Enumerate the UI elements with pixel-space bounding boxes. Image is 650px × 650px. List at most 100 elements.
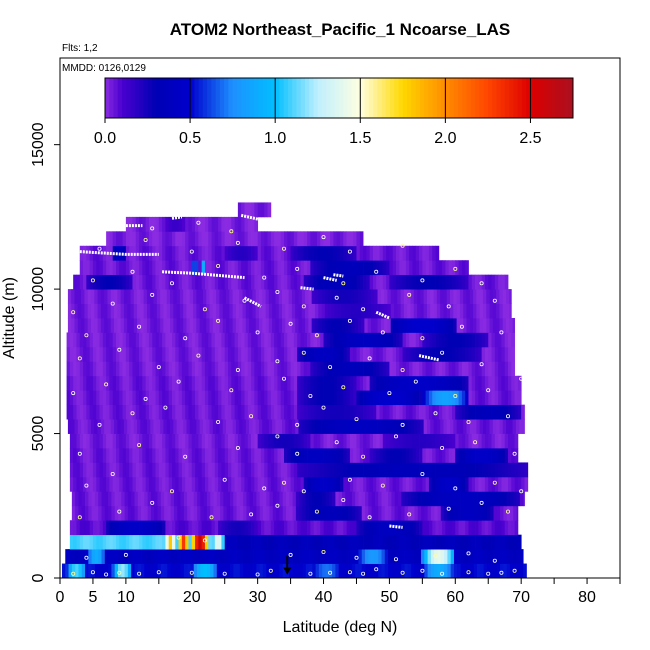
heatmap-cell [468,476,473,492]
heatmap-cell [216,303,220,319]
x-tick-label: 70 [512,589,530,606]
heatmap-cell [216,419,220,434]
heatmap-cell [262,563,267,579]
heatmap-cell [363,274,367,290]
heatmap-cell [478,448,483,463]
heatmap-cell [468,462,473,478]
heatmap-cell [295,303,299,319]
colorbar-segment [419,78,425,118]
sample-marker [466,551,471,556]
sample-marker [176,535,181,540]
heatmap-cell [483,549,488,564]
heatmap-cell [147,549,152,564]
heatmap-cell [397,419,402,434]
colorbar-segment [181,78,187,118]
heatmap-cell [211,433,216,449]
heatmap-cell [285,318,290,333]
heatmap-cell [357,289,362,304]
heatmap-cell [295,505,300,521]
heatmap-cell [467,549,471,564]
heatmap-cell [347,318,352,333]
heatmap-cell [94,505,99,521]
heatmap-cell [484,520,489,536]
sample-marker [466,570,471,575]
heatmap-cell [191,332,196,348]
heatmap-cell [254,202,259,218]
heatmap-cell [484,346,489,362]
heatmap-cell [129,462,133,478]
heatmap-cell [457,549,461,564]
heatmap-cell [320,245,324,261]
heatmap-cell [280,448,285,463]
heatmap-cell [469,318,474,333]
heatmap-cell [353,462,357,478]
heatmap-cell [158,433,163,449]
heatmap-cell [109,390,114,406]
heatmap-cell [392,245,397,261]
heatmap-cell [326,245,331,261]
heatmap-cell [396,404,400,420]
heatmap-cell [420,419,425,434]
heatmap-cell [191,520,196,536]
heatmap-cell [190,505,195,521]
heatmap-cell [274,361,278,377]
heatmap-cell [322,505,326,521]
sample-marker [84,555,89,560]
heatmap-cell [168,231,173,247]
heatmap-cell [519,549,524,564]
heatmap-cell [204,361,209,377]
heatmap-cell [168,332,173,348]
heatmap-cell [346,375,351,391]
heatmap-cell [307,375,311,391]
heatmap-cell [333,448,338,463]
colorbar-segment [313,78,319,118]
heatmap-cell [305,505,310,521]
heatmap-cell [129,534,133,550]
heatmap-cell [218,520,222,536]
heatmap-cell [244,520,249,536]
sample-marker [77,515,82,520]
heatmap-cell [486,491,491,507]
heatmap-cell [69,404,74,420]
heatmap-cell [75,563,79,579]
sample-marker [216,318,221,323]
heatmap-cell [461,346,466,362]
heatmap-cell [175,346,179,362]
colorbar-segment [113,78,119,118]
heatmap-cell [229,505,234,521]
heatmap-cell [514,448,519,463]
heatmap-cell [234,462,239,478]
heatmap-cell [249,303,253,319]
colorbar-segment [168,78,174,118]
colorbar-segment [470,78,476,118]
heatmap-cell [142,216,147,232]
heatmap-cell [297,274,301,290]
heatmap-cell [221,375,226,391]
heatmap-cell [343,462,347,478]
heatmap-cell [96,534,100,550]
heatmap-cell [382,260,387,276]
heatmap-cell [198,245,203,261]
heatmap-cell [455,346,459,362]
heatmap-cell [331,289,336,304]
heatmap-cell [392,462,397,478]
heatmap-cell [69,476,74,492]
heatmap-cell [162,216,166,232]
heatmap-cell [366,448,371,463]
heatmap-cell [132,476,137,492]
sample-marker [281,376,286,381]
sample-marker [380,330,385,335]
heatmap-cell [320,534,324,550]
heatmap-cell [172,260,176,276]
heatmap-cell [434,491,438,507]
heatmap-cell [96,274,100,290]
heatmap-cell [432,274,436,290]
sample-marker [453,266,458,271]
heatmap-cell [313,404,318,420]
heatmap-cell [231,332,235,348]
heatmap-cell [430,563,435,579]
heatmap-cell [158,216,163,232]
heatmap-cell [208,216,212,232]
heatmap-cell [116,534,120,550]
heatmap-cell [97,303,102,319]
